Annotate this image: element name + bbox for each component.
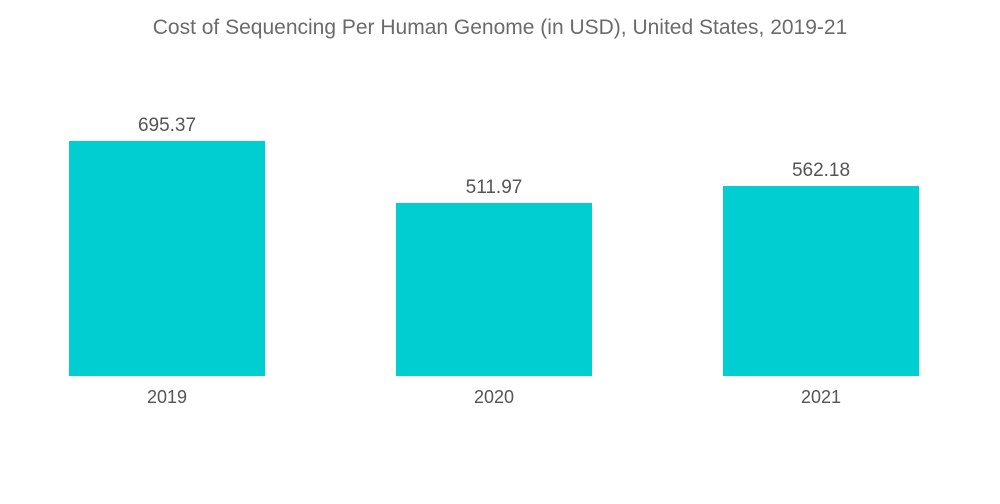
- bar-2019: [69, 141, 265, 376]
- x-tick-label-2020: 2020: [474, 387, 514, 407]
- bars-group: [69, 141, 919, 376]
- bar-2021: [723, 186, 919, 376]
- value-labels-group: 695.37 511.97 562.18: [138, 115, 850, 198]
- bar-2020: [396, 202, 592, 376]
- x-tick-labels-group: 2019 2020 2021: [147, 387, 841, 407]
- x-tick-label-2019: 2019: [147, 387, 187, 407]
- value-label-2021: 562.18: [792, 160, 850, 181]
- value-label-2019: 695.37: [138, 115, 196, 136]
- chart-title: Cost of Sequencing Per Human Genome (in …: [152, 16, 848, 39]
- value-label-2020: 511.97: [466, 177, 523, 198]
- x-tick-label-2021: 2021: [801, 387, 841, 407]
